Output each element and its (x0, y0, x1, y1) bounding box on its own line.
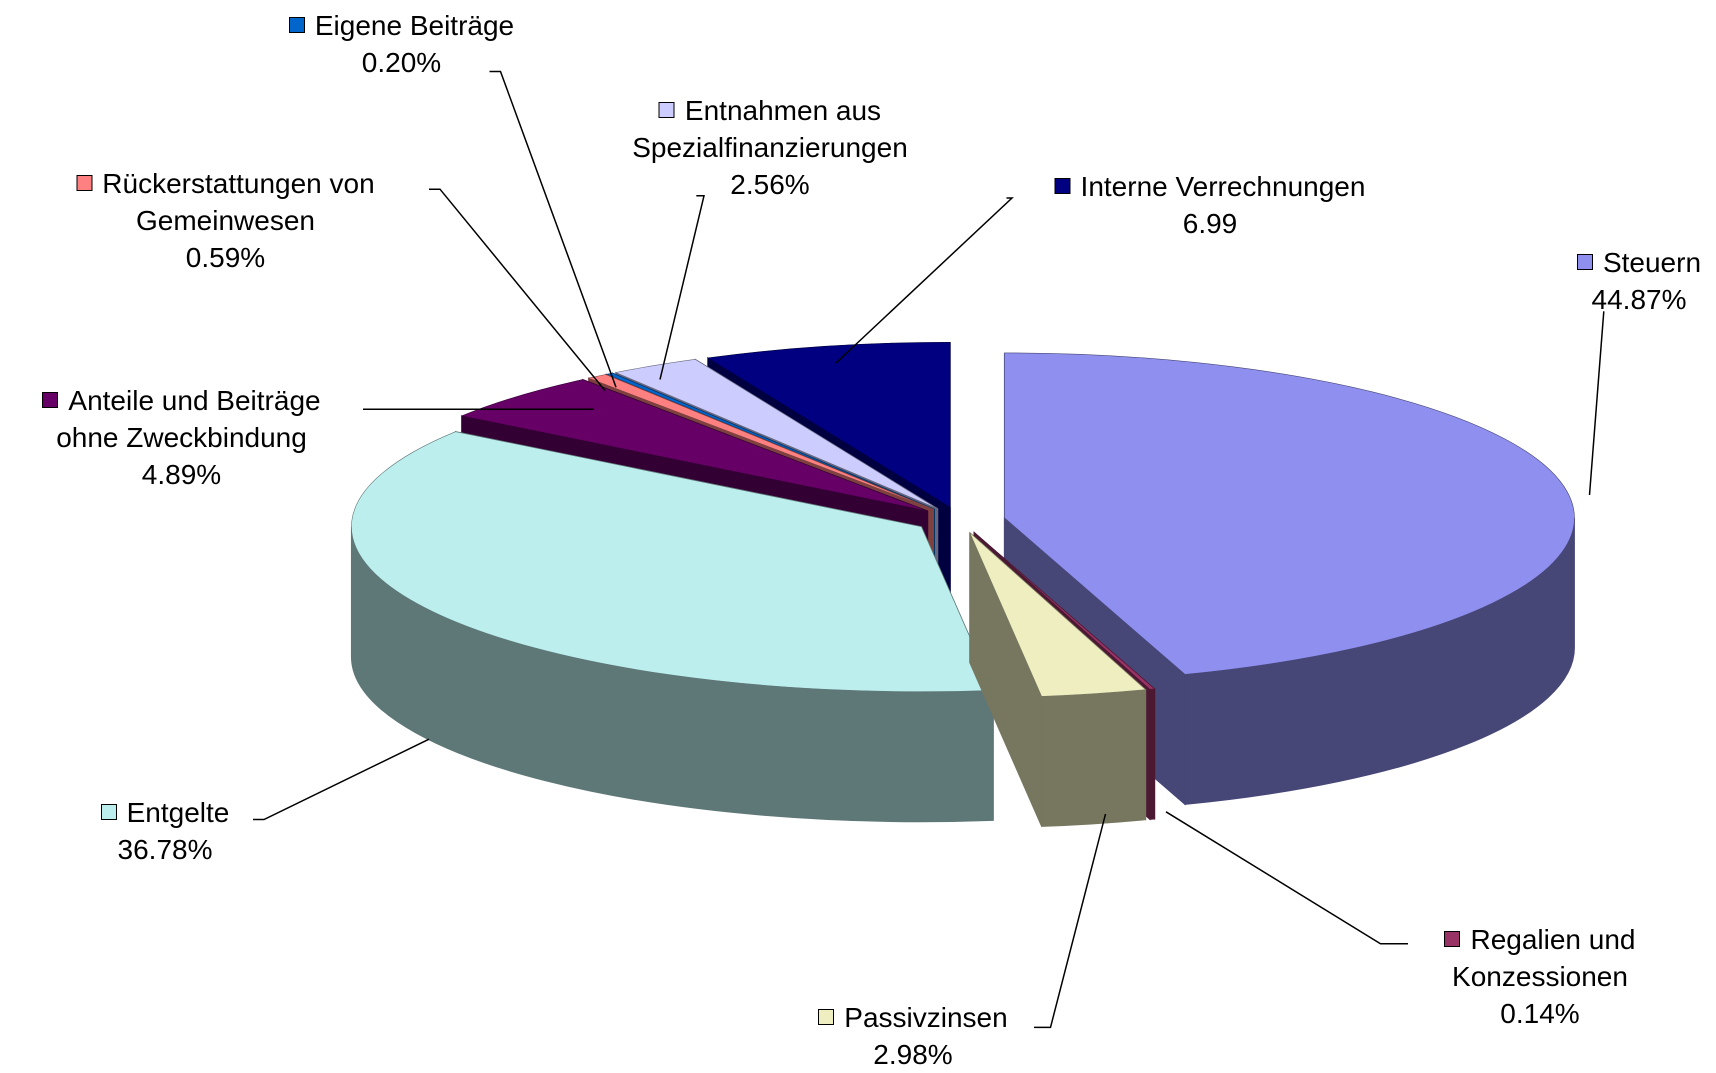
slice-top (587, 374, 934, 510)
value-label: 2.98% (873, 1038, 953, 1070)
slice-top (706, 341, 951, 508)
leader-line (429, 188, 606, 391)
legend-marker (1444, 930, 1461, 947)
leader-line (1034, 813, 1107, 1029)
value-label: 36.78% (117, 834, 213, 866)
slice-top (460, 379, 928, 512)
slice-wall (1149, 688, 1156, 820)
slice-top (969, 532, 1147, 697)
slice-label: Rückerstattungen von Gemeinwesen 0.59% (44, 165, 407, 276)
slice-top (973, 532, 1156, 690)
legend-marker (288, 16, 305, 33)
value-label: 0.59% (185, 242, 266, 273)
legend-marker (1054, 178, 1071, 195)
category-label: Rückerstattungen von Gemeinwesen (102, 168, 375, 236)
legend-marker (658, 102, 675, 119)
leader-line (1165, 811, 1408, 945)
value-label: 4.89% (141, 458, 222, 490)
category-label: Entgelte (126, 797, 230, 829)
slice-label: Entgelte 36.78% (44, 794, 286, 868)
legend-marker (100, 804, 117, 821)
legend-marker (76, 175, 93, 191)
slice-wall (1041, 689, 1147, 827)
category-label: Regalien und Konzessionen (1452, 923, 1636, 992)
slice-top (605, 372, 935, 510)
category-label: Interne Verrechnungen (1080, 171, 1366, 203)
slice-label: Steuern 44.87% (1551, 244, 1716, 318)
slice-top (614, 359, 938, 509)
legend-marker (1576, 254, 1593, 271)
value-label: 44.87% (1591, 284, 1687, 316)
leader-line (1588, 311, 1605, 496)
slice-top (351, 431, 994, 693)
legend-marker (818, 1008, 835, 1025)
slice-label: Eigene Beiträge 0.20% (259, 7, 545, 81)
value-label: 2.56% (730, 169, 810, 201)
slice-label: Anteile und Beiträge ohne Zweckbindung 4.… (17, 382, 347, 493)
slice-label: Entnahmen aus Spezialfinanzierungen 2.56% (589, 92, 952, 203)
value-label: 6.99 (1182, 208, 1238, 240)
leader-line (659, 195, 705, 380)
leader-line (253, 738, 430, 821)
category-label: Entnahmen aus Spezialfinanzierungen (632, 95, 908, 164)
legend-marker (42, 391, 59, 408)
leader-line (489, 70, 617, 388)
slice-top (1004, 352, 1575, 675)
value-label: 0.14% (1500, 997, 1580, 1029)
category-label: Steuern (1602, 247, 1702, 279)
category-label: Eigene Beiträge (314, 9, 515, 41)
leader-line (835, 197, 1014, 364)
value-label: 0.20% (361, 46, 442, 78)
category-label: Passivzinsen (844, 1001, 1008, 1033)
slice-label: Passivzinsen 2.98% (770, 999, 1056, 1073)
slice-label: Interne Verrechnungen 6.99 (1007, 168, 1414, 242)
slice-label: Regalien und Konzessionen 0.14% (1408, 921, 1672, 1032)
category-label: Anteile und Beiträge ohne Zweckbindung (56, 384, 321, 453)
